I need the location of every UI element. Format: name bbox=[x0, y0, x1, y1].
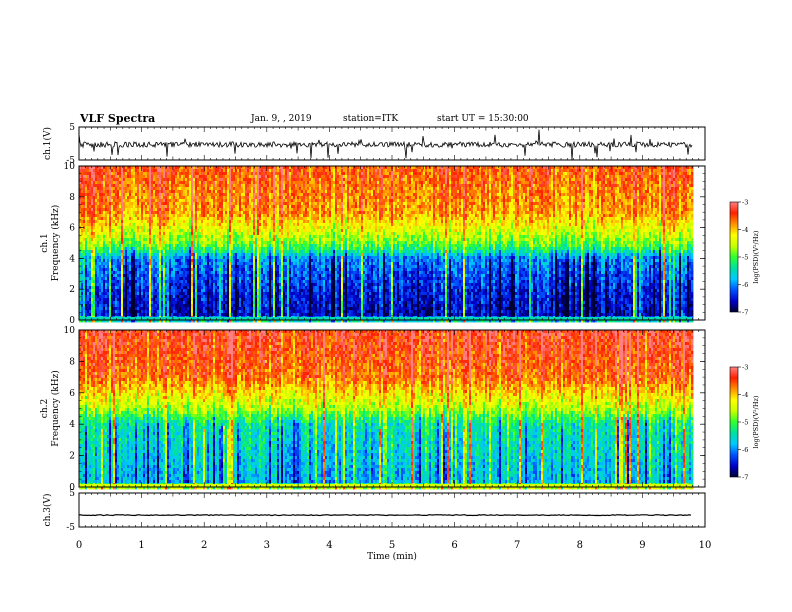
spectrogram-layer bbox=[79, 166, 693, 489]
ch1-spectrogram-heatmap bbox=[79, 166, 693, 322]
